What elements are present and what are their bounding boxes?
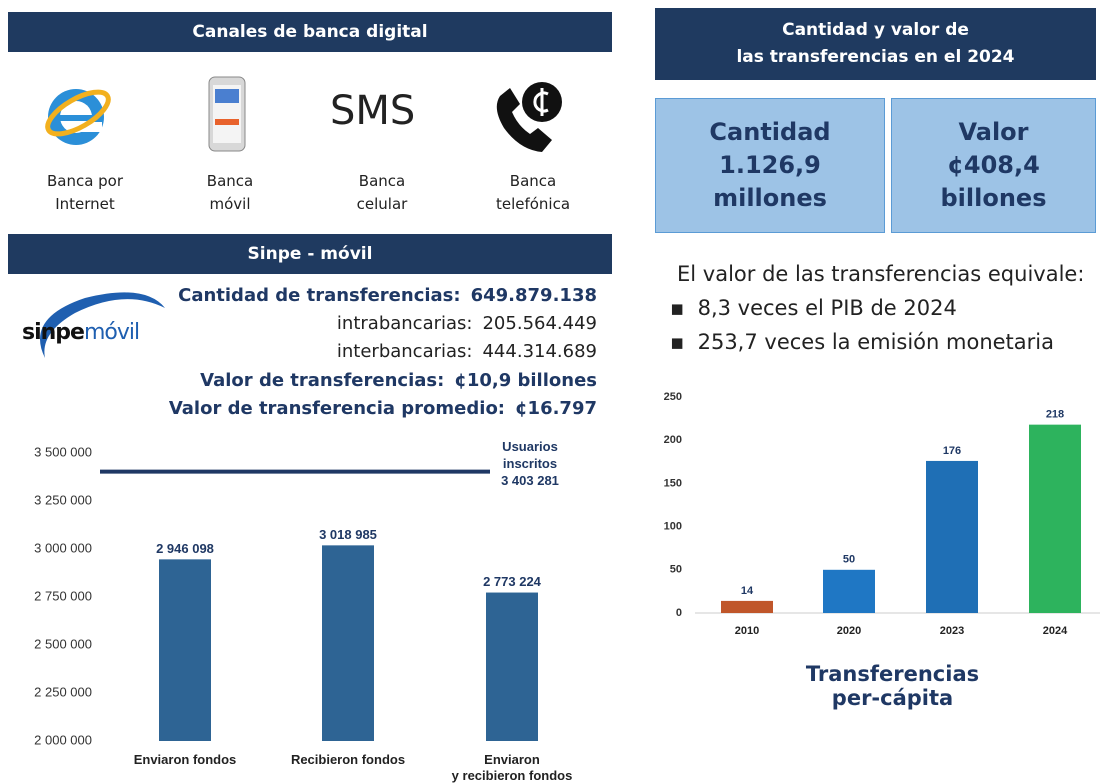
stat-value: ¢10,9 billones xyxy=(454,370,597,391)
y-tick-label: 0 xyxy=(676,607,682,619)
y-tick-label: 250 xyxy=(664,391,682,403)
y-tick-label: 100 xyxy=(664,521,682,533)
bullet-text: 253,7 veces la emisión monetaria xyxy=(697,330,1054,354)
y-tick-label: 2 500 000 xyxy=(34,636,92,651)
y-tick-label: 2 250 000 xyxy=(34,684,92,699)
phone-icon xyxy=(208,76,246,152)
channel-label: Banca celular xyxy=(356,172,408,213)
x-tick-label: 2010 xyxy=(734,625,760,637)
stat-label: Valor de transferencias: xyxy=(200,370,445,391)
stat-label: intrabancarias: xyxy=(336,313,473,334)
reference-label: Usuarios inscritos xyxy=(502,438,558,471)
bullet-text: 8,3 veces el PIB de 2024 xyxy=(697,296,957,320)
data-label: 176 xyxy=(943,445,961,457)
reference-value: 3 403 281 xyxy=(501,472,559,488)
logo-text: móvil xyxy=(83,320,140,345)
stat-row: interbancarias: 444.314.689 xyxy=(8,341,597,362)
y-tick-label: 2 750 000 xyxy=(34,588,92,603)
y-tick-label: 2 000 000 xyxy=(34,732,92,747)
x-tick-label: Enviaron fondos xyxy=(133,752,237,767)
bar xyxy=(1029,424,1081,613)
stat-value: 444.314.689 xyxy=(482,341,597,362)
x-tick-label: 2023 xyxy=(939,625,965,637)
data-label: 2 946 098 xyxy=(156,541,214,556)
bar xyxy=(159,559,211,741)
sinpe-swoosh xyxy=(40,292,165,358)
channel-label: Banca móvil xyxy=(206,172,254,213)
y-tick-label: 3 500 000 xyxy=(34,444,92,459)
x-tick-label: 2024 xyxy=(1042,625,1068,637)
stat-label: interbancarias: xyxy=(336,341,473,362)
stat-row: Cantidad de transferencias: 649.879.138 xyxy=(8,285,597,306)
y-tick-label: 200 xyxy=(664,434,682,446)
sinpe-logo: sinpemóvil xyxy=(22,320,140,345)
bar xyxy=(721,600,773,613)
x-tick-label: Recibieron fondos xyxy=(290,752,406,767)
y-tick-label: 3 250 000 xyxy=(34,492,92,507)
x-tick-label: 2020 xyxy=(836,625,862,637)
kpi-box: Cantidad 1.126,9 millones xyxy=(655,98,885,233)
ie-icon xyxy=(45,89,111,145)
header: Sinpe - móvil xyxy=(8,234,612,274)
logo-text: sinpe xyxy=(22,320,85,345)
y-tick-label: 50 xyxy=(670,564,682,576)
header: Canales de banca digital xyxy=(8,12,612,52)
chart-title: Transferencias per-cápita xyxy=(805,662,980,710)
bullet: ▪ 8,3 veces el PIB de 2024 xyxy=(670,296,957,320)
telephone-icon xyxy=(496,82,562,152)
x-tick-label: Enviaron y recibieron fondos xyxy=(451,752,573,783)
data-label: 50 xyxy=(843,554,855,566)
bar xyxy=(823,569,875,613)
stat-label: Cantidad de transferencias: xyxy=(178,285,461,306)
stat-row: Valor de transferencia promedio: ¢16.797 xyxy=(8,398,597,419)
data-label: 3 018 985 xyxy=(319,527,377,542)
sms-icon: SMS xyxy=(330,88,416,134)
bar xyxy=(926,460,978,613)
bar xyxy=(486,592,538,741)
equivalence-title: El valor de las transferencias equivale: xyxy=(677,262,1085,286)
data-label: 2 773 224 xyxy=(483,574,542,589)
y-tick-label: 150 xyxy=(664,477,682,489)
header: Cantidad y valor de las transferencias e… xyxy=(655,8,1096,80)
data-label: 14 xyxy=(741,585,754,597)
stat-value: ¢16.797 xyxy=(515,398,597,419)
channel-label: Banca por Internet xyxy=(46,172,124,213)
stat-value: 649.879.138 xyxy=(470,285,597,306)
stat-row: intrabancarias: 205.564.449 xyxy=(8,313,597,334)
y-tick-label: 3 000 000 xyxy=(34,540,92,555)
bullet: ▪ 253,7 veces la emisión monetaria xyxy=(670,330,1054,354)
stat-value: 205.564.449 xyxy=(482,313,597,334)
stat-label: Valor de transferencia promedio: xyxy=(168,398,506,419)
stat-row: Valor de transferencias: ¢10,9 billones xyxy=(8,370,597,391)
data-label: 218 xyxy=(1046,409,1064,421)
channel-label: Banca telefónica xyxy=(495,172,571,213)
bar xyxy=(322,545,374,741)
kpi-box: Valor ¢408,4 billones xyxy=(891,98,1096,233)
